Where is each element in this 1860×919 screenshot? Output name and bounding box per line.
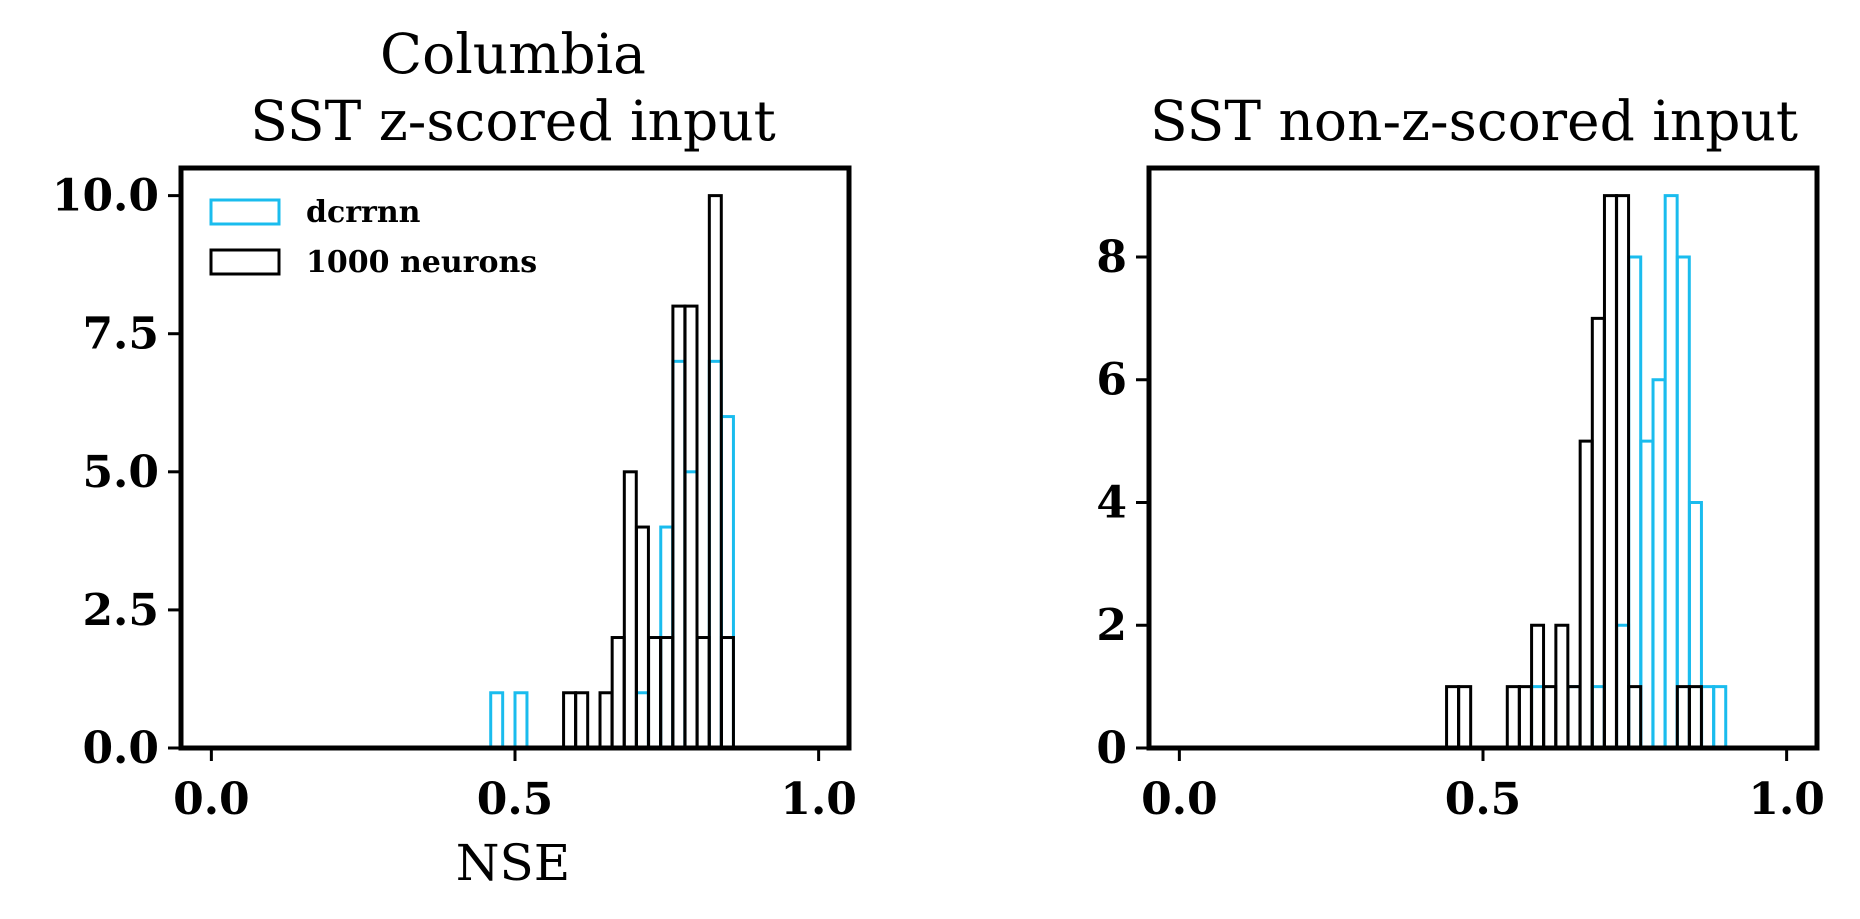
histogram-bar	[634, 691, 650, 750]
histogram-bar	[1457, 685, 1473, 750]
y-tick-label: 6	[1096, 355, 1127, 406]
legend-label: dcrrnn	[306, 195, 421, 230]
histogram-bar	[513, 691, 529, 750]
legend-swatch	[209, 198, 281, 226]
histogram-bar	[1663, 194, 1679, 750]
x-tick-label: 0.0	[1141, 774, 1218, 825]
x-axis-label: NSE	[456, 834, 571, 892]
histogram-bar	[634, 525, 650, 750]
histogram-bar	[1675, 255, 1691, 750]
histogram-bar	[1530, 685, 1546, 750]
histogram-bar	[1602, 194, 1618, 750]
histogram-bar	[574, 691, 590, 750]
x-tick-label: 1.0	[1748, 774, 1825, 825]
y-tick-label: 7.5	[82, 309, 159, 360]
histogram-bar	[1627, 685, 1643, 750]
histogram-bar	[622, 470, 638, 750]
histogram-bar	[659, 636, 675, 750]
histogram-bar	[707, 194, 723, 750]
y-tick-label: 10.0	[52, 171, 159, 222]
histogram-bar	[683, 304, 699, 750]
histogram-bar	[1639, 439, 1655, 750]
histogram-bar	[1700, 685, 1716, 750]
histogram-bar	[1687, 685, 1703, 750]
histogram-bar	[1566, 685, 1582, 750]
chart-title-line2: SST z-scored input	[250, 89, 776, 153]
legend-label: 1000 neurons	[306, 245, 537, 280]
histogram-bar	[1651, 378, 1667, 750]
x-tick-label: 0.5	[1445, 774, 1522, 825]
histogram-bar	[1590, 316, 1606, 750]
histogram-bar	[1712, 685, 1728, 750]
histogram-bar	[719, 636, 735, 750]
x-tick-label: 0.5	[477, 774, 554, 825]
histogram-bar	[671, 304, 687, 750]
chart-legend: dcrrnn 1000 neurons	[209, 195, 537, 280]
histogram-bar	[1517, 685, 1533, 750]
legend-swatch	[209, 248, 281, 276]
y-tick-label: 2	[1096, 600, 1127, 651]
histogram-bar	[1675, 685, 1691, 750]
axes-frame	[1146, 165, 1820, 751]
histogram-bar	[707, 359, 723, 750]
histogram-bar	[1627, 255, 1643, 750]
y-tick-label: 5.0	[82, 447, 159, 498]
chart-title-line2: SST non-z-scored input	[1150, 89, 1798, 153]
y-tick-label: 2.5	[82, 585, 159, 636]
x-tick-label: 0.0	[173, 774, 250, 825]
y-tick-label: 0	[1096, 723, 1127, 774]
histogram-bar	[1615, 194, 1631, 750]
histogram-bar	[695, 636, 711, 750]
histogram-bar	[1445, 685, 1461, 750]
series-1000-neurons	[562, 194, 735, 750]
histogram-bar	[1505, 685, 1521, 750]
histogram-bar	[562, 691, 578, 750]
chart-title-line1: Columbia	[380, 22, 646, 86]
series-1000-neurons	[1445, 194, 1703, 750]
histogram-bar	[1615, 623, 1631, 750]
y-tick-label: 4	[1096, 477, 1127, 528]
histogram-bar	[671, 359, 687, 750]
chart-panel-columbia-zscored: Columbia SST z-scored input NSE 0.0 0.5 1.…	[52, 22, 857, 892]
histogram-bar	[1687, 500, 1703, 750]
histogram-bar	[647, 636, 663, 750]
histogram-bar	[489, 691, 505, 750]
histogram-bar	[1566, 685, 1582, 750]
y-tick-label: 0.0	[82, 723, 159, 774]
histogram-bar	[598, 691, 614, 750]
x-tick-label: 1.0	[780, 774, 857, 825]
histogram-bar	[1554, 623, 1570, 750]
histogram-bar	[1542, 685, 1558, 750]
histogram-bar	[1590, 685, 1606, 750]
histogram-bar	[1578, 439, 1594, 750]
histogram-bar	[610, 636, 626, 750]
histogram-bar	[719, 415, 735, 750]
chart-panel-non-zscored: SST non-z-scored input 0.0 0.5 1.0 0 2 4 6 8	[1096, 89, 1825, 825]
y-tick-label: 8	[1096, 232, 1127, 283]
histogram-bar	[683, 470, 699, 750]
